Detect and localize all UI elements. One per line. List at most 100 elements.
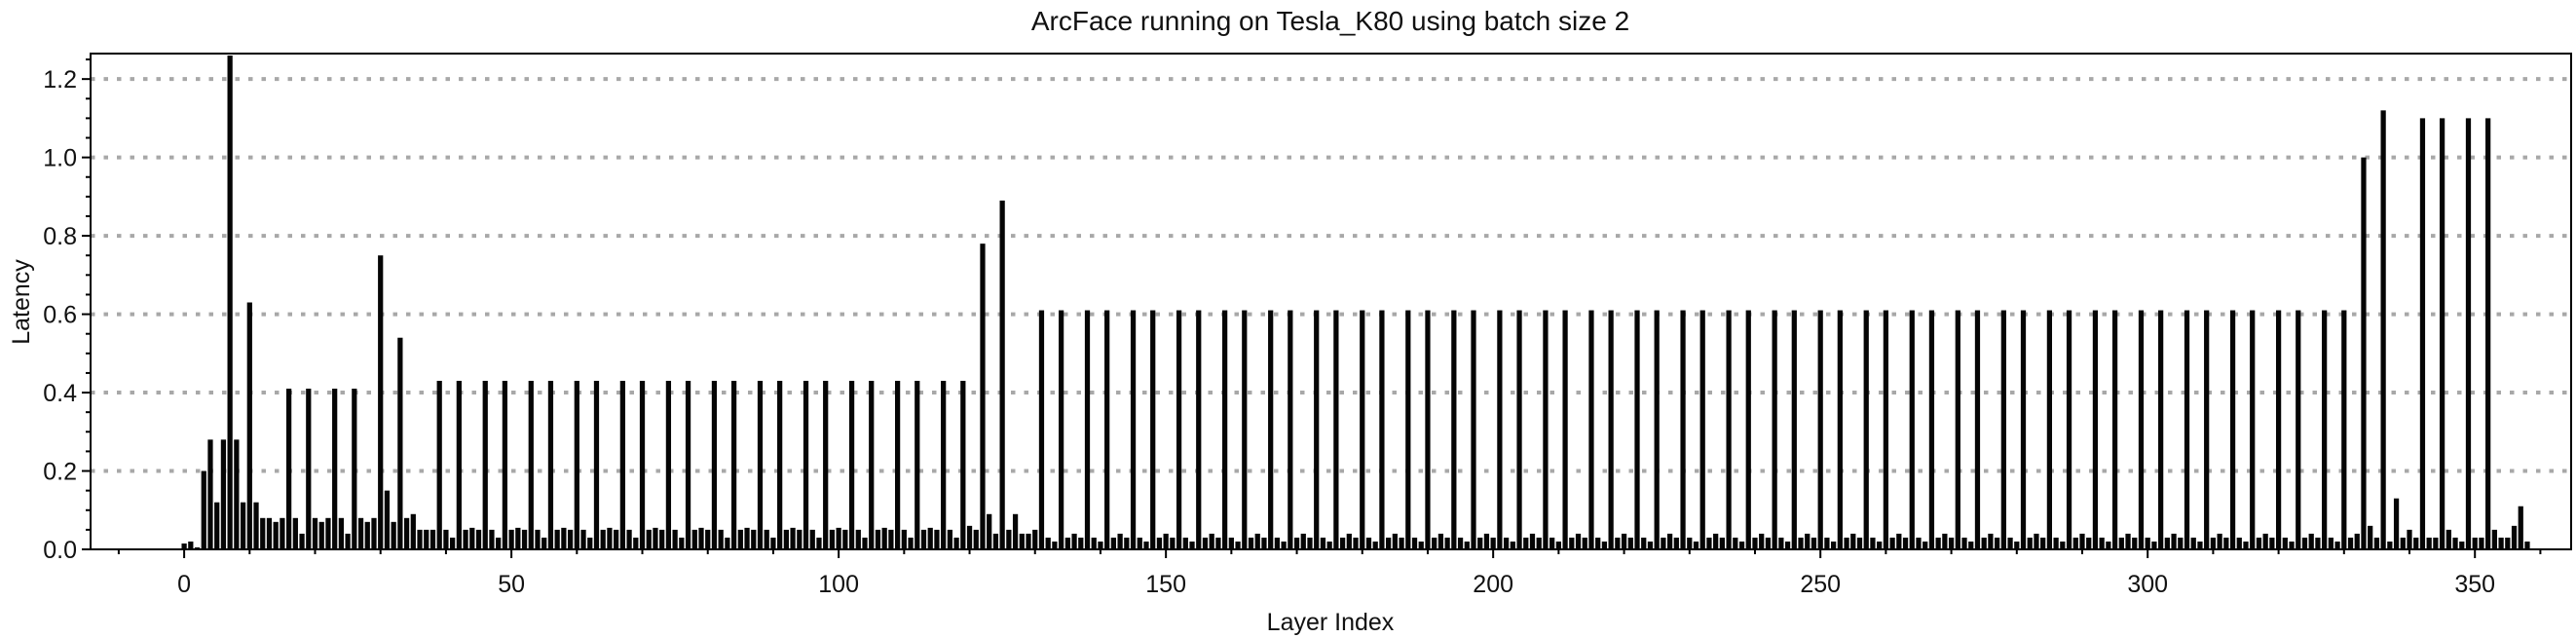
bar	[679, 537, 685, 549]
bar	[2145, 537, 2150, 549]
bar	[2459, 541, 2465, 549]
bar	[934, 529, 940, 549]
bar	[273, 521, 279, 549]
bar	[2034, 533, 2039, 549]
bar	[2361, 157, 2367, 549]
bar	[908, 537, 914, 549]
chart-title: ArcFace running on Tesla_K80 using batch…	[1031, 6, 1629, 36]
bar	[1503, 537, 1510, 549]
bar	[1981, 537, 1987, 549]
bar	[1281, 541, 1287, 549]
bar	[705, 529, 711, 549]
bar	[1536, 537, 1542, 549]
bar	[515, 527, 521, 549]
bar	[2217, 533, 2222, 549]
bar	[1510, 541, 1515, 549]
bar	[508, 529, 514, 549]
bar	[764, 529, 769, 549]
bar	[1235, 541, 1241, 549]
bar	[1877, 541, 1883, 549]
bar	[848, 380, 855, 549]
bar	[1261, 537, 1267, 549]
bar	[2151, 541, 2157, 549]
bar	[332, 389, 338, 549]
bar	[855, 529, 861, 549]
bar	[1411, 537, 1418, 549]
bar	[364, 521, 370, 549]
bar	[1805, 533, 1811, 549]
bar	[1457, 537, 1464, 549]
x-tick-label: 350	[2454, 571, 2495, 598]
bar	[1307, 537, 1313, 549]
bar	[823, 380, 829, 549]
bar	[2020, 310, 2027, 549]
tick-labels: 0.0 0.2 0.4 0.6 0.8 1.0 1.2 0 50 100 150 200 250 300 3…	[43, 66, 2495, 598]
bar	[410, 513, 416, 549]
bar	[253, 502, 259, 549]
bar	[770, 537, 776, 549]
bar	[2347, 537, 2354, 549]
bar	[384, 490, 391, 549]
bar	[188, 541, 194, 549]
bar	[653, 527, 658, 549]
bar	[2256, 537, 2262, 549]
bar	[1163, 533, 1169, 549]
bar	[371, 517, 377, 549]
bar	[2426, 537, 2432, 549]
bar	[672, 529, 678, 549]
bar	[1680, 310, 1686, 549]
bar	[2223, 537, 2229, 549]
bar	[894, 380, 901, 549]
bar	[2000, 310, 2006, 549]
bar	[1288, 310, 1293, 549]
bar	[541, 537, 547, 549]
bar	[306, 389, 312, 549]
x-tick-label: 200	[1473, 571, 1513, 598]
bar	[1634, 310, 1640, 549]
bar	[2027, 537, 2033, 549]
bar	[1497, 310, 1503, 549]
bar	[2125, 533, 2131, 549]
bar	[1588, 310, 1594, 549]
bar	[1713, 533, 1719, 549]
bar	[2485, 118, 2491, 550]
bar	[2060, 541, 2066, 549]
bar	[227, 56, 233, 550]
bar	[1699, 310, 1705, 549]
bar	[698, 527, 704, 549]
bar	[1673, 537, 1679, 549]
bar	[502, 380, 508, 549]
bar	[489, 529, 495, 549]
bar	[574, 380, 579, 549]
y-tick-label: 0.6	[43, 302, 77, 329]
bar	[633, 537, 639, 549]
bar	[619, 380, 625, 549]
bar	[1346, 533, 1352, 549]
bar	[777, 380, 783, 549]
bar	[1084, 310, 1091, 549]
bar	[639, 380, 646, 549]
bar	[2236, 537, 2242, 549]
bar	[737, 529, 743, 549]
bar	[234, 439, 240, 549]
bar	[2138, 310, 2145, 549]
bar	[2158, 310, 2164, 549]
bar	[496, 537, 502, 549]
bar	[2524, 541, 2530, 549]
bar	[378, 255, 384, 549]
bar	[1215, 537, 1221, 549]
bar	[2171, 533, 2177, 549]
bar	[600, 529, 606, 549]
bar	[1059, 310, 1064, 549]
bar	[1483, 533, 1490, 549]
bar	[1870, 537, 1876, 549]
bar	[1117, 533, 1123, 549]
bar	[1314, 310, 1320, 549]
bar	[266, 517, 273, 549]
bar	[2296, 310, 2301, 549]
bar	[953, 537, 959, 549]
bar	[391, 521, 396, 549]
bar	[2229, 310, 2236, 549]
bar	[1124, 537, 1130, 549]
bar	[1719, 537, 1725, 549]
